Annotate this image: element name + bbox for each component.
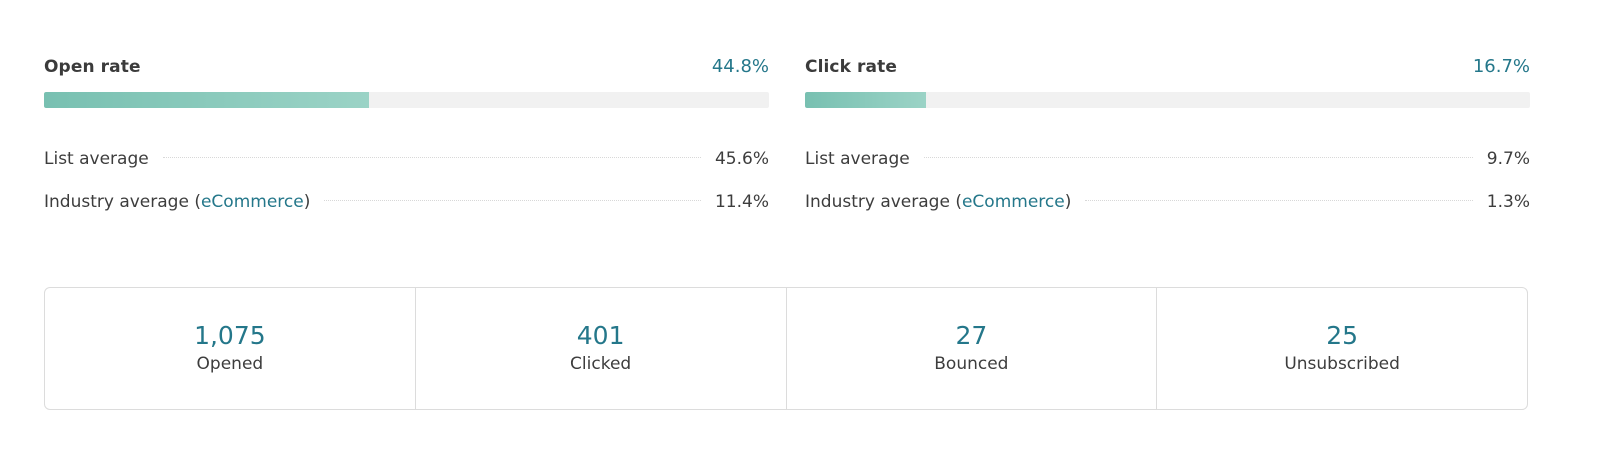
click-list-average-row: List average 9.7% [805,138,1530,181]
industry-average-suffix: ) [1064,192,1072,212]
stat-value: 27 [955,320,988,350]
industry-average-label: Industry average (eCommerce) [44,181,310,224]
open-rate-progress-fill [44,92,369,108]
open-list-average-value: 45.6% [714,149,769,169]
open-industry-average-row: Industry average (eCommerce) 11.4% [44,181,769,224]
click-rate-panel: Click rate 16.7% List average 9.7% Indus… [805,56,1530,224]
industry-ecommerce-link[interactable]: eCommerce [961,192,1065,212]
open-industry-average-value: 11.4% [714,192,769,212]
stat-bounced[interactable]: 27 Bounced [787,288,1158,409]
list-average-label: List average [805,149,910,169]
stats-summary: 1,075 Opened 401 Clicked 27 Bounced 25 U… [44,287,1528,410]
stat-label: Bounced [934,353,1009,374]
industry-average-prefix: Industry average ( [805,192,962,212]
stat-label: Clicked [570,353,632,374]
dotted-leader [162,157,701,158]
click-industry-average-value: 1.3% [1486,192,1530,212]
open-rate-progress-bar [44,92,769,108]
industry-ecommerce-link[interactable]: eCommerce [200,192,304,212]
click-rate-progress-fill [805,92,927,108]
open-rate-header: Open rate 44.8% [44,56,769,84]
dotted-leader [324,200,701,201]
stat-opened[interactable]: 1,075 Opened [45,288,416,409]
industry-average-suffix: ) [303,192,311,212]
open-rate-title: Open rate [44,57,141,77]
industry-average-prefix: Industry average ( [44,192,201,212]
click-rate-value: 16.7% [1472,56,1530,77]
open-rate-panel: Open rate 44.8% List average 45.6% Indus… [44,56,769,224]
click-rate-progress-bar [805,92,1530,108]
click-rate-title: Click rate [805,57,897,77]
dotted-leader [923,157,1473,158]
stat-label: Unsubscribed [1284,353,1400,374]
stat-clicked[interactable]: 401 Clicked [416,288,787,409]
open-list-average-row: List average 45.6% [44,138,769,181]
click-rate-header: Click rate 16.7% [805,56,1530,84]
stat-label: Opened [196,353,264,374]
industry-average-label: Industry average (eCommerce) [805,181,1071,224]
stat-unsubscribed[interactable]: 25 Unsubscribed [1157,288,1527,409]
dotted-leader [1085,200,1473,201]
stat-value: 1,075 [194,320,266,350]
list-average-label: List average [44,149,149,169]
click-industry-average-row: Industry average (eCommerce) 1.3% [805,181,1530,224]
click-list-average-value: 9.7% [1486,149,1530,169]
open-rate-value: 44.8% [711,56,769,77]
stat-value: 25 [1326,320,1359,350]
stat-value: 401 [576,320,625,350]
